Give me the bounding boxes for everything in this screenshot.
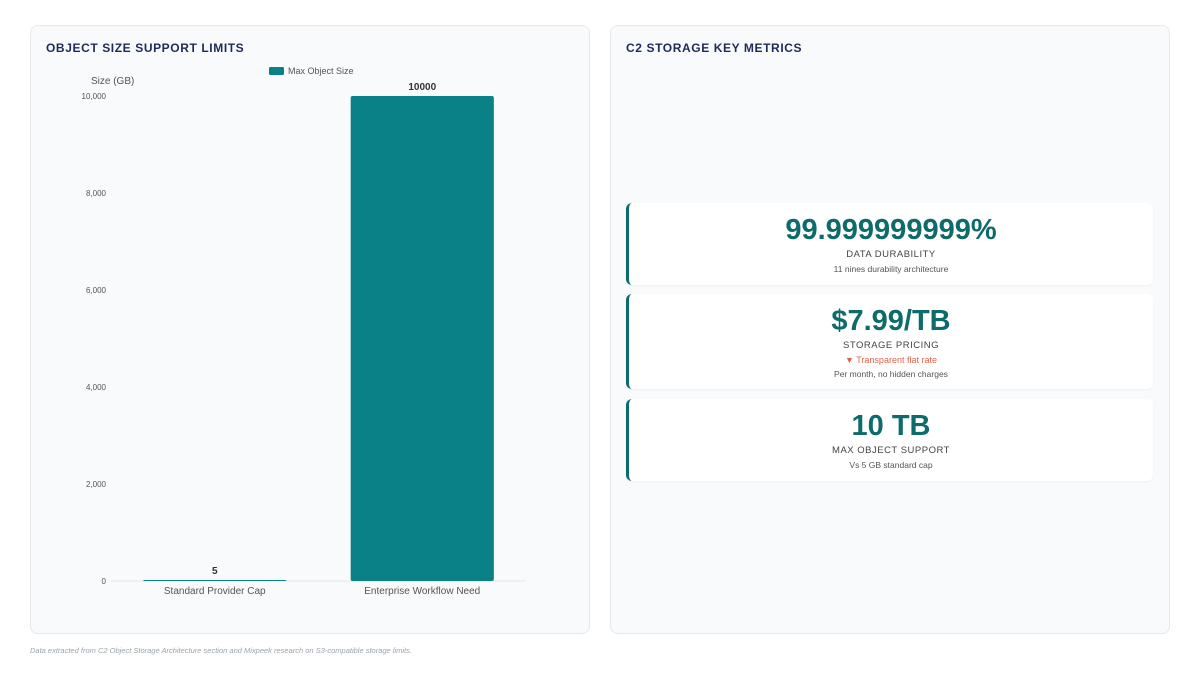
metric-value: 99.999999999% xyxy=(785,214,997,246)
panel-title: OBJECT SIZE SUPPORT LIMITS xyxy=(46,41,245,55)
y-axis-label: Size (GB) xyxy=(91,76,134,87)
y-tick-label: 8,000 xyxy=(86,189,107,198)
metric-label: DATA DURABILITY xyxy=(846,249,936,260)
metric-card-durability: 99.999999999% DATA DURABILITY 11 nines d… xyxy=(626,203,1153,285)
bar-1 xyxy=(143,580,287,581)
metric-note: Vs 5 GB standard cap xyxy=(849,460,933,470)
metric-label: MAX OBJECT SUPPORT xyxy=(832,445,950,456)
metric-card-max-object: 10 TB MAX OBJECT SUPPORT Vs 5 GB standar… xyxy=(626,399,1153,481)
y-tick-label: 4,000 xyxy=(86,383,107,392)
legend-label: Max Object Size xyxy=(288,66,354,76)
data-label: 10000 xyxy=(408,82,436,93)
legend-swatch xyxy=(269,67,284,75)
metric-label: STORAGE PRICING xyxy=(842,340,939,351)
panel-title: C2 STORAGE KEY METRICS xyxy=(626,41,803,55)
source-footnote: Data extracted from C2 Object Storage Ar… xyxy=(30,646,412,655)
metric-value: 10 TB xyxy=(851,410,931,442)
y-tick-label: 2,000 xyxy=(86,480,107,489)
metric-note: 11 nines durability architecture xyxy=(833,264,949,274)
metric-value: $7.99/TB xyxy=(831,305,951,337)
x-tick-label: Enterprise Workflow Need xyxy=(364,586,480,597)
object-size-panel: OBJECT SIZE SUPPORT LIMITS Size (GB) 0 2,0… xyxy=(30,25,590,634)
y-tick-label: 0 xyxy=(102,577,107,586)
bar-2 xyxy=(350,96,494,581)
metric-note: Per month, no hidden charges xyxy=(834,369,948,379)
x-tick-label: Standard Provider Cap xyxy=(164,586,266,597)
bar-chart: Size (GB) 0 2,000 4,000 6,000 8,000 10,000 Max … xyxy=(82,66,526,597)
metric-card-pricing: $7.99/TB STORAGE PRICING ▼ Transparent f… xyxy=(626,294,1153,389)
y-tick-label: 10,000 xyxy=(82,92,107,101)
data-label: 5 xyxy=(212,566,218,577)
y-tick-label: 6,000 xyxy=(86,286,107,295)
metric-trend: ▼ Transparent flat rate xyxy=(845,355,937,365)
key-metrics-panel: C2 STORAGE KEY METRICS 99.999999999% DAT… xyxy=(610,25,1170,634)
